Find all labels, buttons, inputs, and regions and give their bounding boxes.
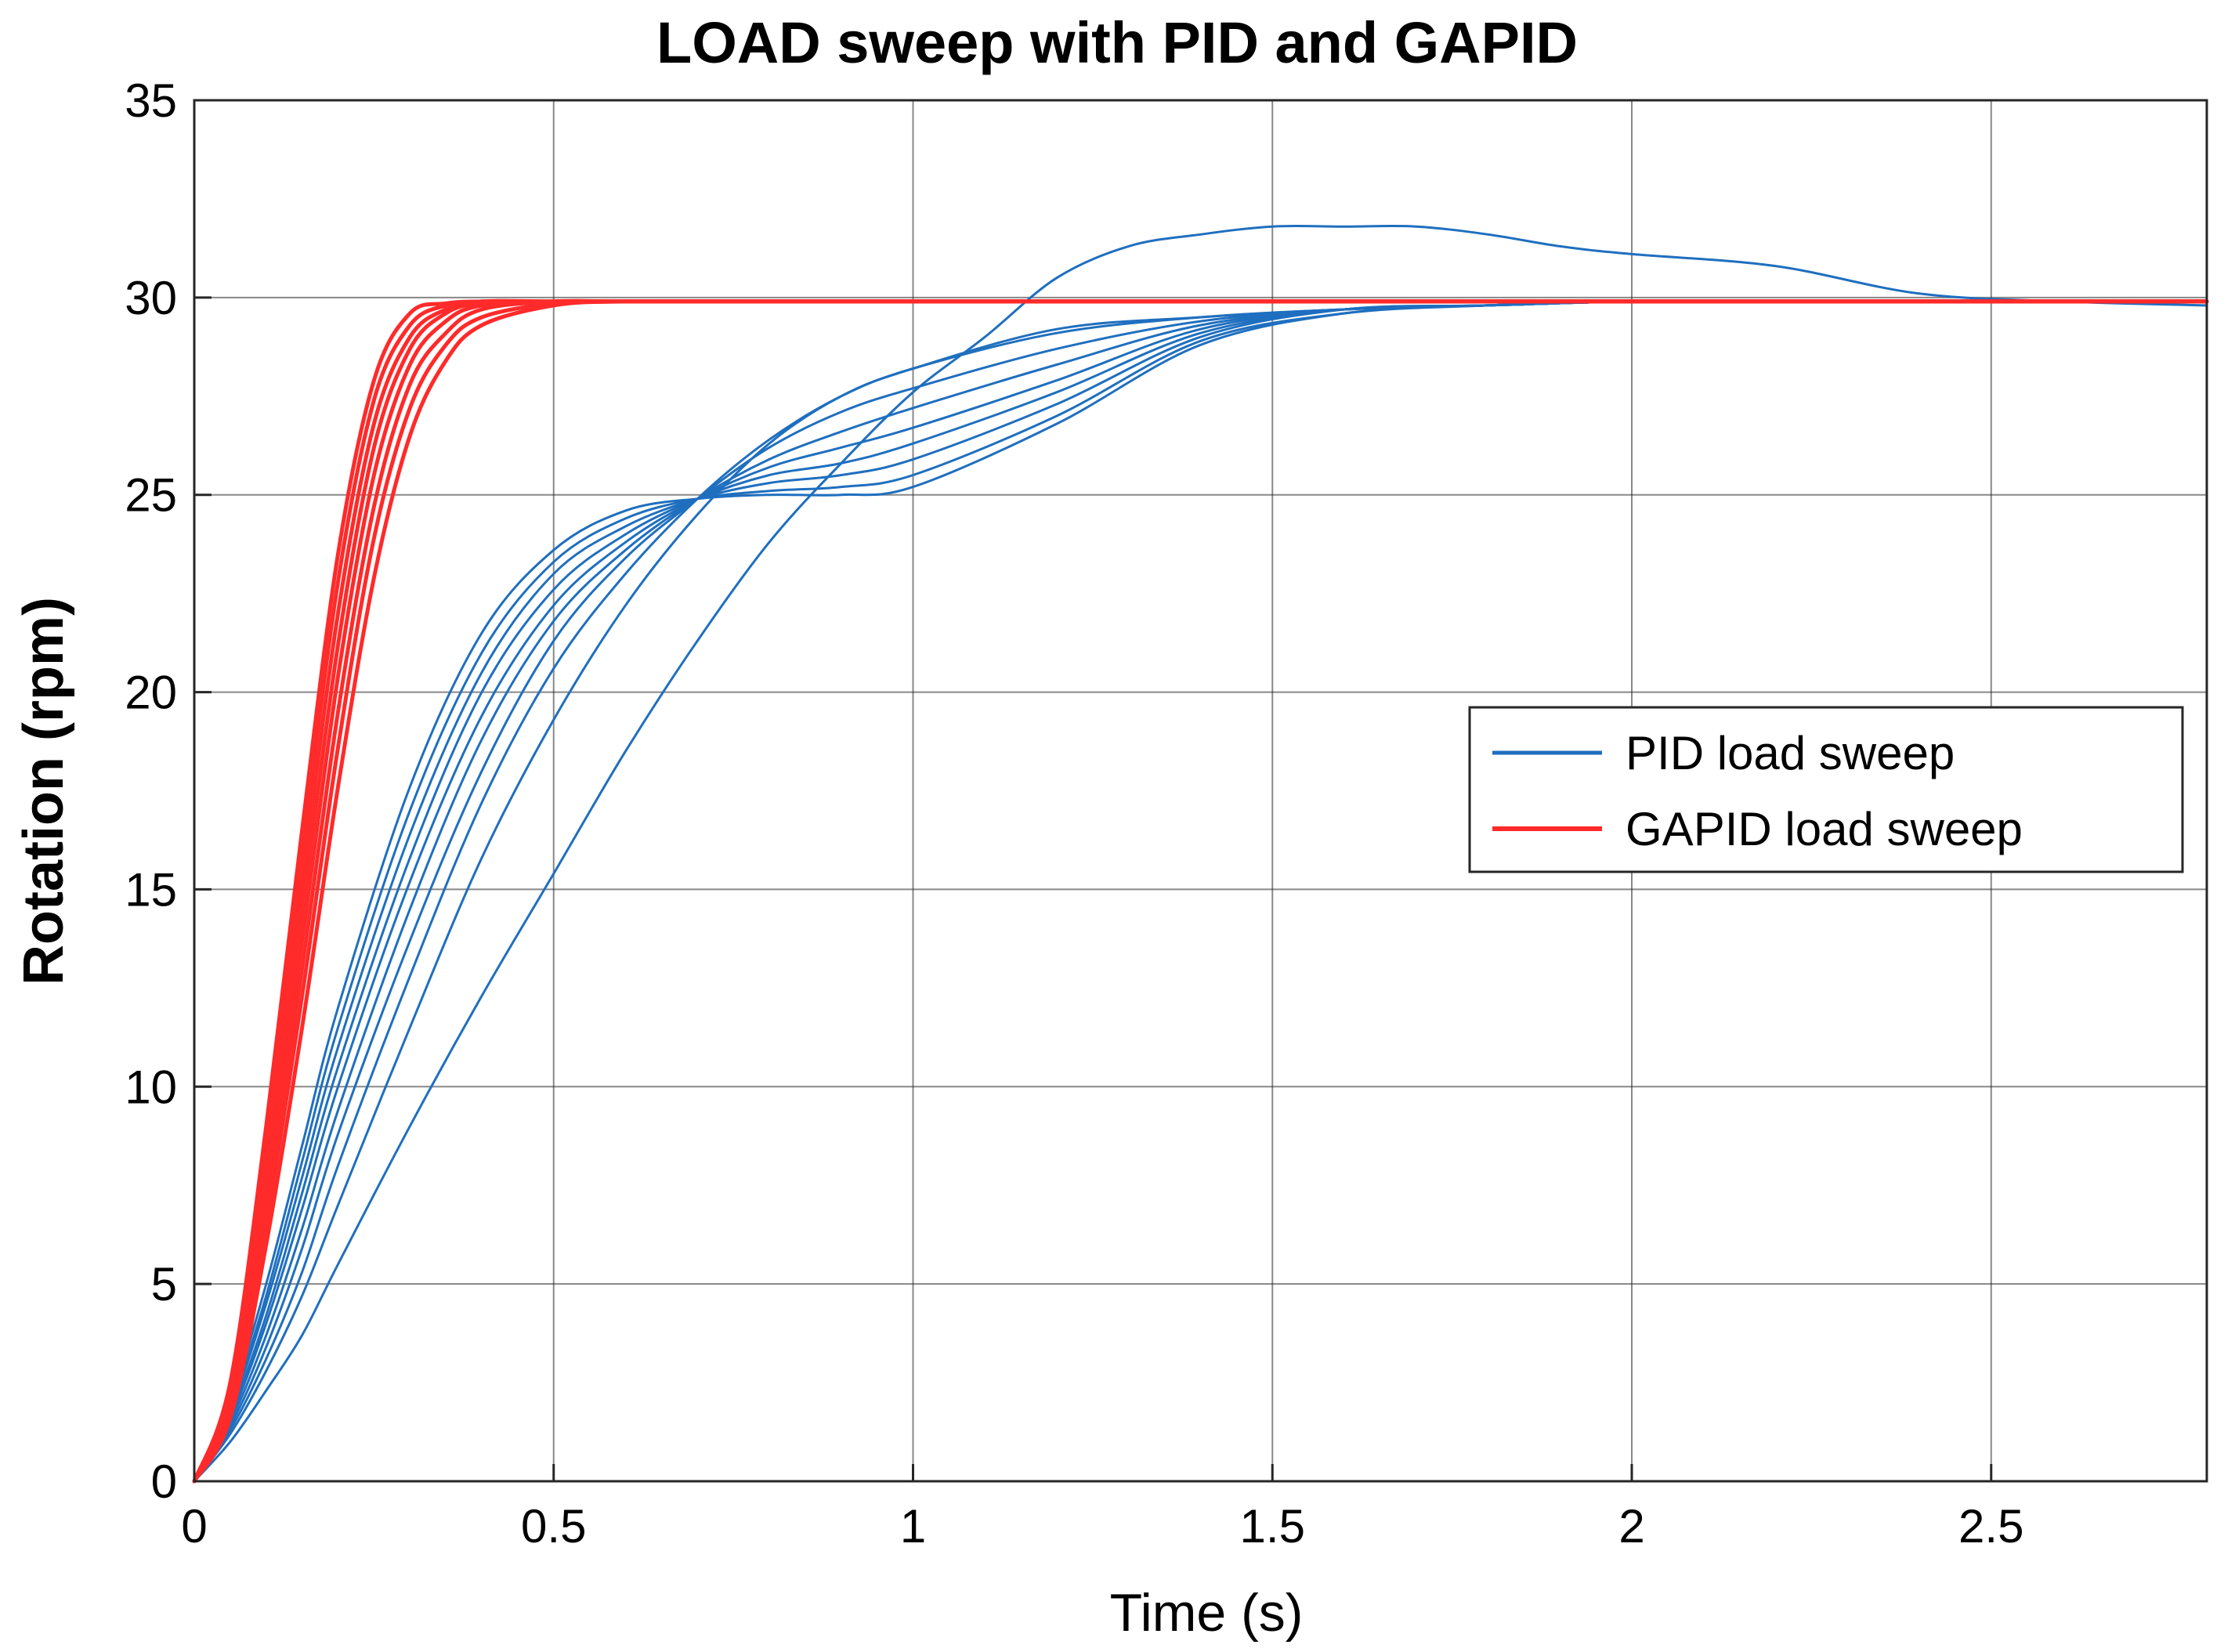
legend-box bbox=[1468, 706, 2184, 873]
y-tick-label: 15 bbox=[125, 863, 177, 916]
x-tick-label: 0 bbox=[181, 1500, 207, 1553]
y-tick-label: 5 bbox=[151, 1258, 177, 1310]
grid bbox=[194, 100, 2207, 1481]
x-tick-label: 2 bbox=[1618, 1500, 1644, 1553]
y-tick-label: 10 bbox=[125, 1061, 177, 1113]
series-layer bbox=[192, 224, 2209, 1484]
x-axis-label: Time (s) bbox=[1110, 1583, 1304, 1643]
x-tick-label: 0.5 bbox=[521, 1500, 586, 1553]
y-tick-label: 25 bbox=[125, 469, 177, 522]
legend-label-gapid: GAPID load sweep bbox=[1626, 803, 2023, 855]
y-tick-label: 20 bbox=[125, 667, 177, 719]
x-tick-label: 1 bbox=[900, 1500, 926, 1553]
y-tick-label: 35 bbox=[125, 74, 177, 127]
y-tick-label: 0 bbox=[151, 1455, 177, 1508]
x-axis: 0 0.5 1 1.5 2 2.5 bbox=[181, 1464, 2023, 1553]
legend-label-pid: PID load sweep bbox=[1626, 727, 1955, 779]
chart-title: LOAD sweep with PID and GAPID bbox=[656, 10, 1578, 75]
x-tick-label: 1.5 bbox=[1240, 1500, 1305, 1553]
y-axis-label: Rotation (rpm) bbox=[13, 597, 75, 985]
legend: PID load sweep GAPID load sweep bbox=[1468, 706, 2184, 873]
pid-series-line-10 bbox=[193, 224, 2208, 1483]
x-tick-label: 2.5 bbox=[1958, 1500, 2023, 1553]
y-axis: 0 5 10 15 20 25 30 35 bbox=[125, 74, 212, 1508]
y-tick-label: 30 bbox=[125, 272, 177, 324]
axes-box bbox=[193, 99, 2208, 1483]
gapid-series-line-18 bbox=[192, 299, 2209, 1484]
